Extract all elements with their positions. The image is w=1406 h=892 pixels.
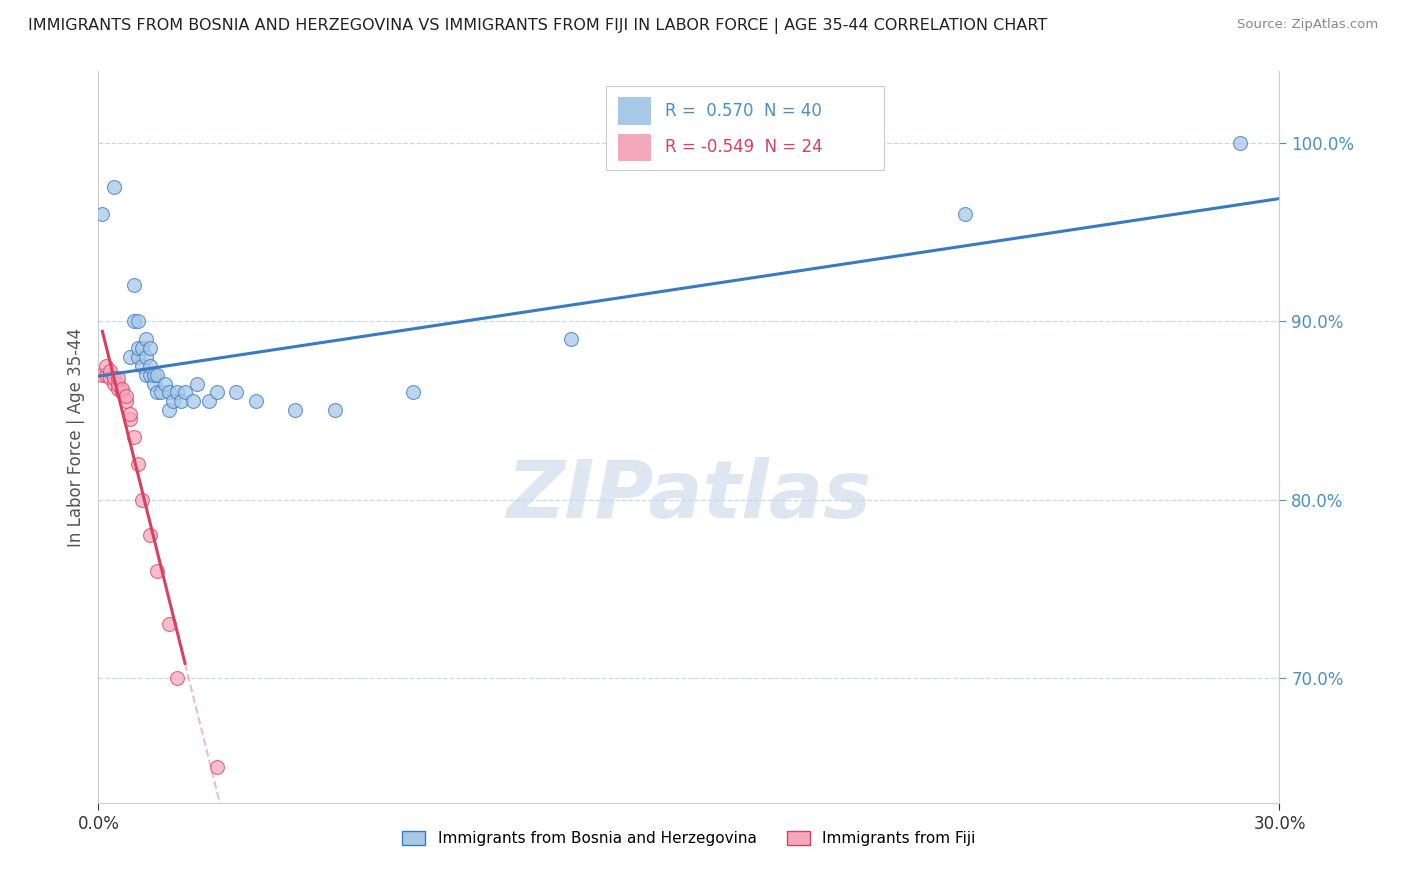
Point [91,368,114,382]
Point [96,368,118,382]
Y-axis label: In Labor Force | Age 35-44: In Labor Force | Age 35-44 [66,327,84,547]
FancyBboxPatch shape [619,134,651,161]
Point [186,376,208,391]
Point [107,382,129,396]
Point [142,376,165,391]
Point [162,394,184,409]
Point [166,385,188,400]
Point [138,359,160,373]
Point [197,394,219,409]
Point [157,385,180,400]
Point [225,385,247,400]
Point [98,364,121,378]
Point [91,207,114,221]
Text: ZIPatlas: ZIPatlas [506,457,872,534]
Point [98,371,121,385]
Point [323,403,346,417]
Point [953,207,976,221]
Point [1229,136,1251,150]
Point [118,412,141,426]
Point [181,394,204,409]
Point [205,385,228,400]
Text: R = -0.549  N = 24: R = -0.549 N = 24 [665,138,823,156]
Point [135,368,157,382]
Point [96,359,118,373]
Point [146,368,169,382]
Text: IMMIGRANTS FROM BOSNIA AND HERZEGOVINA VS IMMIGRANTS FROM FIJI IN LABOR FORCE | : IMMIGRANTS FROM BOSNIA AND HERZEGOVINA V… [28,18,1047,34]
Point [155,376,177,391]
Point [146,385,169,400]
Point [146,564,169,578]
Point [138,368,160,382]
Point [157,617,180,632]
Point [107,376,129,391]
Point [103,371,125,385]
Point [111,382,134,396]
Point [138,341,160,355]
Point [150,385,173,400]
Point [115,394,138,409]
Point [560,332,582,346]
Text: R =  0.570  N = 40: R = 0.570 N = 40 [665,102,823,120]
Point [142,368,165,382]
Point [205,760,228,774]
Point [122,314,145,328]
Point [103,180,125,194]
Point [115,389,138,403]
Point [402,385,425,400]
Point [170,394,193,409]
Point [127,457,149,471]
Point [174,385,197,400]
Point [122,278,145,293]
Point [103,376,125,391]
Point [131,492,153,507]
Point [131,359,153,373]
Point [166,671,188,685]
FancyBboxPatch shape [619,97,651,125]
Point [127,341,149,355]
Point [135,332,157,346]
Point [127,314,149,328]
Point [107,371,129,385]
Point [138,528,160,542]
Point [118,407,141,421]
Point [127,350,149,364]
Point [284,403,307,417]
FancyBboxPatch shape [606,86,884,170]
Legend: Immigrants from Bosnia and Herzegovina, Immigrants from Fiji: Immigrants from Bosnia and Herzegovina, … [402,831,976,847]
Point [122,430,145,444]
Text: Source: ZipAtlas.com: Source: ZipAtlas.com [1237,18,1378,31]
Point [111,385,134,400]
Point [135,350,157,364]
Point [118,350,141,364]
Point [157,403,180,417]
Point [131,341,153,355]
Point [245,394,267,409]
